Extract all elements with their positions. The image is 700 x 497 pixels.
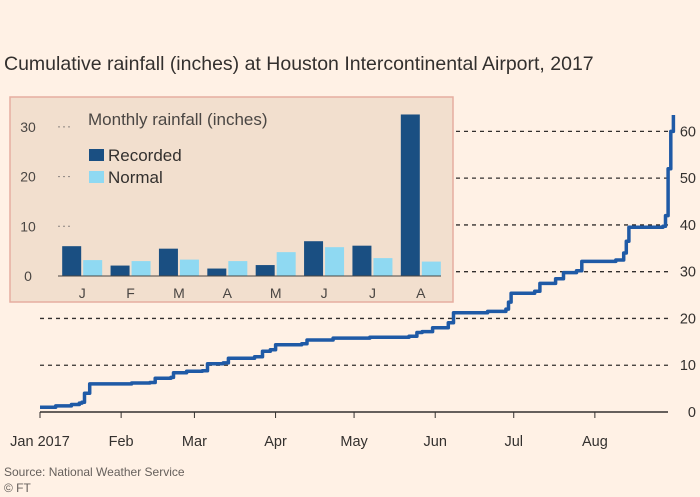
bar-normal [276,252,296,276]
bar-normal [83,260,103,276]
inset-x-tick-label: A [223,285,233,301]
cumulative-rainfall-line [40,115,676,410]
bar-recorded [110,265,130,276]
main-y-tick-label: 50 [680,171,696,187]
main-y-tick-label: 20 [680,311,696,327]
legend: Recorded Normal [89,146,182,187]
main-x-tick-label: Aug [582,434,608,450]
main-x-tick-label: Mar [182,434,207,450]
legend-swatch-recorded [89,149,104,161]
bar-normal [131,261,151,276]
main-x-tick-label: Jul [504,434,523,450]
chart-title: Cumulative rainfall (inches) at Houston … [4,53,594,75]
main-x-tick-label: Feb [109,434,134,450]
inset-bars [58,114,441,277]
inset-y-axis: 0 10 20 30 [20,119,36,284]
legend-swatch-normal [89,171,104,183]
bar-recorded [255,265,275,276]
inset-grid [58,126,70,227]
inset-y-tick-label: 0 [24,268,32,284]
bar-recorded [304,241,324,276]
main-x-tick-label: Jun [424,434,447,450]
main-x-axis: Jan 2017 Feb Mar Apr May Jun Jul Aug [10,412,608,450]
bar-recorded [400,114,420,276]
main-x-tick-label: May [340,434,368,450]
bar-recorded [62,246,82,276]
bar-normal [325,247,345,276]
bar-normal [228,261,248,276]
main-y-tick-label: 30 [680,265,696,281]
inset-y-tick-label: 20 [20,169,36,185]
legend-label-recorded: Recorded [108,146,182,165]
inset-y-tick-label: 30 [20,119,36,135]
main-y-axis: 0 10 20 30 40 50 60 [680,124,696,421]
credit: © FT [4,481,32,495]
inset-x-tick-label: J [369,285,376,301]
bar-normal [373,258,393,276]
main-x-tick-label: Jan 2017 [10,434,70,450]
bar-normal [179,259,199,276]
main-y-tick-label: 40 [680,218,696,234]
main-y-tick-label: 60 [680,124,696,140]
main-y-tick-label: 0 [688,405,696,421]
legend-label-normal: Normal [108,168,163,187]
inset-x-tick-label: F [126,285,135,301]
inset-y-tick-label: 10 [20,218,36,234]
inset-title: Monthly rainfall (inches) [88,110,268,129]
main-x-tick-label: Apr [264,434,287,450]
bar-recorded [158,248,178,276]
inset-x-tick-label: J [79,285,86,301]
bar-recorded [352,245,372,276]
inset-x-tick-label: J [321,285,328,301]
inset-x-tick-label: M [173,285,185,301]
monthly-rainfall-inset: Monthly rainfall (inches) Recorded Norma… [9,96,454,303]
main-y-tick-label: 10 [680,358,696,374]
inset-x-tick-label: M [270,285,282,301]
source-note: Source: National Weather Service [4,465,185,479]
inset-x-tick-label: A [416,285,426,301]
bar-normal [421,261,441,276]
bar-recorded [207,268,227,276]
